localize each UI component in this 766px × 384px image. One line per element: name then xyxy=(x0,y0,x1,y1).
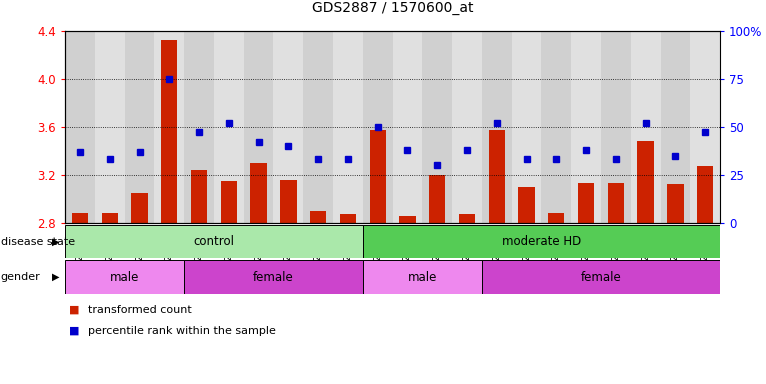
Bar xyxy=(571,31,601,223)
Text: female: female xyxy=(253,271,294,284)
Bar xyxy=(422,31,452,223)
Text: GDS2887 / 1570600_at: GDS2887 / 1570600_at xyxy=(312,2,473,15)
Bar xyxy=(340,214,356,223)
Bar xyxy=(578,183,594,223)
Text: male: male xyxy=(110,271,139,284)
Bar xyxy=(333,31,363,223)
Bar xyxy=(637,141,654,223)
Bar xyxy=(303,31,333,223)
Bar xyxy=(452,31,482,223)
Text: disease state: disease state xyxy=(1,237,75,247)
Bar xyxy=(65,31,95,223)
Bar xyxy=(690,31,720,223)
Bar xyxy=(512,31,542,223)
Bar xyxy=(482,31,512,223)
Bar xyxy=(548,213,565,223)
Bar xyxy=(102,213,118,223)
Bar xyxy=(630,31,660,223)
Bar xyxy=(660,31,690,223)
Bar xyxy=(72,213,88,223)
Text: gender: gender xyxy=(1,272,41,282)
Bar xyxy=(273,31,303,223)
Bar xyxy=(363,225,720,258)
Text: ■: ■ xyxy=(69,305,80,314)
Bar xyxy=(250,163,267,223)
Bar xyxy=(697,166,713,223)
Bar xyxy=(310,211,326,223)
Bar xyxy=(131,193,148,223)
Text: ▶: ▶ xyxy=(51,237,59,247)
Bar xyxy=(363,31,392,223)
Bar xyxy=(482,260,720,294)
Bar xyxy=(280,180,296,223)
Bar xyxy=(184,31,214,223)
Bar xyxy=(392,31,422,223)
Bar xyxy=(184,260,363,294)
Bar xyxy=(363,260,482,294)
Bar xyxy=(221,181,237,223)
Bar xyxy=(459,214,475,223)
Bar xyxy=(161,40,178,223)
Bar xyxy=(214,31,244,223)
Bar xyxy=(95,31,125,223)
Text: ▶: ▶ xyxy=(51,272,59,282)
Bar xyxy=(191,170,208,223)
Text: male: male xyxy=(408,271,437,284)
Bar xyxy=(65,260,184,294)
Text: transformed count: transformed count xyxy=(88,305,192,314)
Bar xyxy=(244,31,273,223)
Bar xyxy=(429,175,445,223)
Bar xyxy=(519,187,535,223)
Bar xyxy=(125,31,155,223)
Bar xyxy=(399,215,416,223)
Bar xyxy=(155,31,184,223)
Text: control: control xyxy=(194,235,234,248)
Text: female: female xyxy=(581,271,621,284)
Bar xyxy=(65,225,363,258)
Bar xyxy=(369,130,386,223)
Bar xyxy=(607,183,624,223)
Text: moderate HD: moderate HD xyxy=(502,235,581,248)
Bar xyxy=(489,130,505,223)
Text: ■: ■ xyxy=(69,326,80,336)
Bar xyxy=(667,184,683,223)
Text: percentile rank within the sample: percentile rank within the sample xyxy=(88,326,276,336)
Bar xyxy=(601,31,630,223)
Bar xyxy=(542,31,571,223)
